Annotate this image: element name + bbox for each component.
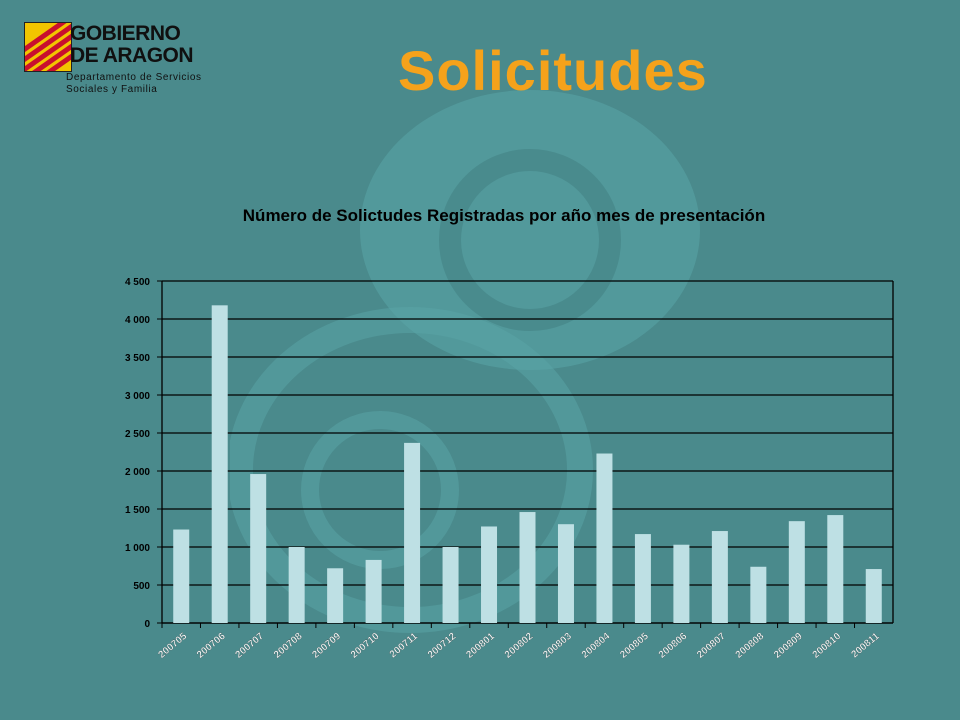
bar [481, 526, 498, 623]
bar [750, 566, 767, 623]
y-tick-label: 1 500 [125, 505, 150, 516]
y-tick-label: 4 000 [125, 315, 150, 326]
y-tick-label: 2 500 [125, 429, 150, 440]
x-tick-label: 200809 [772, 631, 805, 661]
bar [327, 568, 344, 623]
x-tick-label: 200811 [849, 631, 882, 661]
bar [442, 547, 459, 623]
bar [788, 521, 805, 623]
y-tick-label: 3 000 [125, 391, 150, 402]
bar [288, 547, 305, 623]
y-tick-label: 2 000 [125, 467, 150, 478]
department-line1: Departamento de Servicios [66, 72, 202, 83]
bar [173, 529, 190, 623]
bar [250, 474, 267, 623]
x-tick-label: 200707 [233, 631, 266, 661]
x-tick-label: 200804 [580, 631, 613, 661]
x-tick-label: 200705 [157, 631, 190, 661]
bar [711, 531, 728, 623]
gobierno-aragon-logo: GOBIERNO DE ARAGON Departamento de Servi… [24, 22, 224, 98]
y-tick-label: 500 [133, 581, 150, 592]
x-tick-label: 200805 [618, 631, 651, 661]
chart-title: Número de Solictudes Registradas por año… [242, 206, 766, 225]
bar [673, 544, 690, 623]
x-tick-label: 200708 [272, 631, 305, 661]
x-tick-label: 200802 [503, 631, 536, 661]
bar [827, 515, 844, 623]
x-tick-label: 200711 [388, 631, 421, 661]
y-tick-label: 4 500 [125, 277, 150, 288]
department-line2: Sociales y Familia [66, 84, 158, 95]
slide-title: Solicitudes [398, 39, 708, 102]
x-tick-label: 200712 [426, 631, 459, 661]
x-tick-label: 200810 [811, 631, 844, 661]
x-tick-label: 200808 [734, 631, 767, 661]
y-tick-label: 0 [144, 619, 150, 630]
bar [634, 534, 651, 623]
x-tick-label: 200801 [464, 631, 497, 661]
org-name-line1: GOBIERNO [70, 22, 181, 45]
org-name-line2: DE ARAGON [70, 44, 194, 67]
x-tick-label: 200706 [195, 631, 228, 661]
y-tick-label: 1 000 [125, 543, 150, 554]
x-tick-label: 200709 [310, 631, 343, 661]
bar [211, 305, 228, 623]
bar [519, 512, 536, 623]
bar [596, 453, 613, 623]
x-tick-label: 200710 [349, 631, 382, 661]
bar [404, 442, 421, 623]
bar [865, 569, 882, 623]
aragon-flag-icon [24, 22, 72, 72]
y-tick-label: 3 500 [125, 353, 150, 364]
x-tick-label: 200803 [541, 631, 574, 661]
x-tick-label: 200806 [657, 631, 690, 661]
x-tick-label: 200807 [695, 631, 728, 661]
bar [557, 524, 574, 623]
bar [365, 559, 382, 623]
